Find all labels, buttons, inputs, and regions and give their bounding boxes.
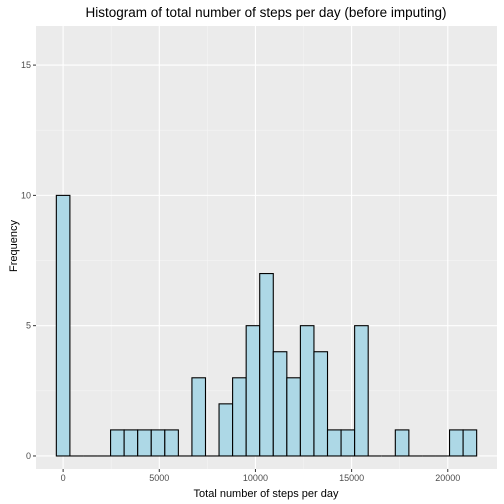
histogram-bar (123, 429, 139, 457)
minor-gridlines (36, 26, 497, 469)
histogram-bar (218, 403, 234, 457)
histogram-bar (150, 429, 166, 457)
y-axis-title: Frequency (8, 220, 20, 272)
histogram-bar (448, 429, 464, 457)
y-axis: 0 5 10 15 (21, 60, 36, 461)
histogram-bar (137, 429, 152, 457)
y-tick-label: 10 (21, 190, 31, 200)
histogram-bar (110, 429, 125, 457)
histogram-bars (55, 194, 478, 457)
x-tick-label: 5000 (149, 473, 169, 483)
histogram-bar (191, 377, 207, 457)
histogram-bar (55, 194, 71, 457)
histogram-bar (299, 325, 315, 457)
histogram-bar (245, 325, 261, 457)
y-tick-label: 5 (26, 321, 31, 331)
y-tick-label: 0 (26, 451, 31, 461)
x-axis-title: Total number of steps per day (194, 488, 339, 500)
histogram-bar (462, 429, 478, 457)
x-tick-label: 15000 (339, 473, 364, 483)
x-tick-label: 20000 (435, 473, 460, 483)
x-axis: 0 5000 10000 15000 20000 (61, 469, 460, 483)
histogram-bar (340, 429, 356, 457)
histogram-bar (272, 351, 288, 457)
histogram-bar (313, 351, 329, 457)
x-tick-label: 10000 (243, 473, 268, 483)
histogram-bar (259, 273, 274, 457)
histogram-bar (164, 429, 179, 457)
x-tick-label: 0 (61, 473, 66, 483)
histogram-bar (326, 429, 342, 457)
histogram-bar (232, 377, 247, 457)
histogram-bar (394, 429, 410, 457)
histogram-bar (286, 377, 301, 457)
chart-title: Histogram of total number of steps per d… (86, 5, 447, 20)
histogram-bar (354, 325, 369, 457)
y-tick-label: 15 (21, 60, 31, 70)
